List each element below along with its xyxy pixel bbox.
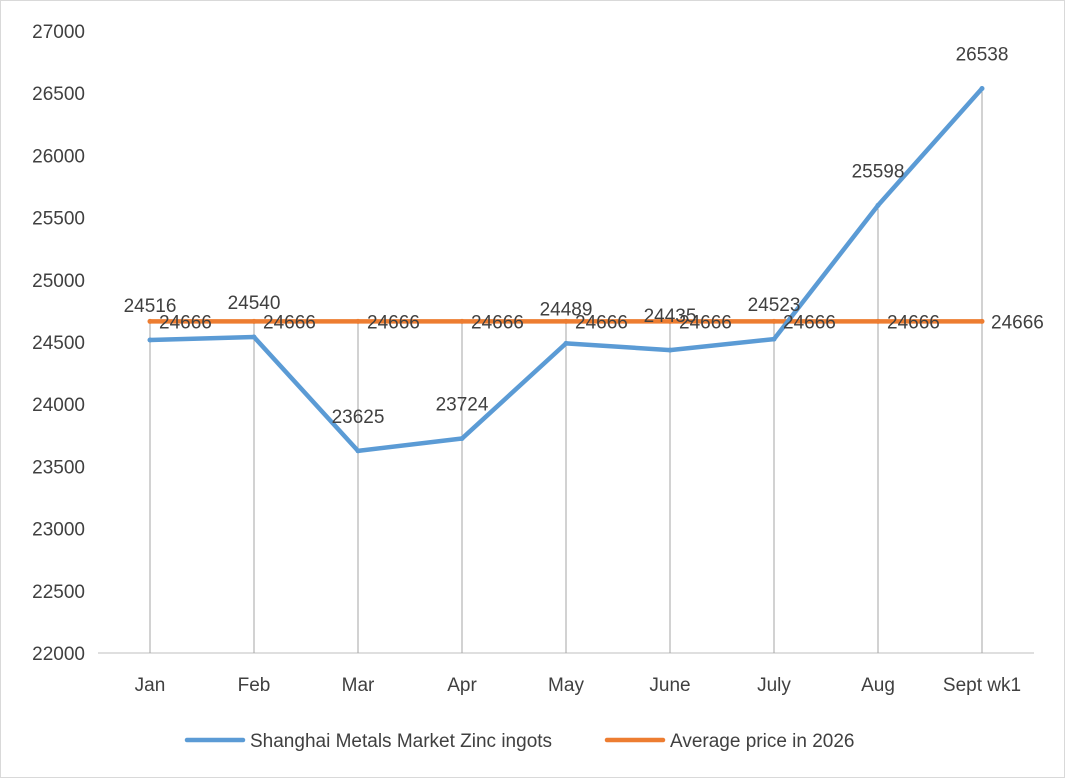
y-tick-label: 24000 <box>32 395 85 416</box>
data-point-zinc <box>875 202 881 208</box>
x-tick-label: Mar <box>342 675 375 696</box>
legend-item-average-label: Average price in 2026 <box>670 731 855 752</box>
y-tick-label: 27000 <box>32 22 85 43</box>
data-label-zinc: 23724 <box>436 395 489 416</box>
data-label-average: 24666 <box>367 312 420 333</box>
data-point-zinc <box>563 340 569 346</box>
y-tick-label: 22500 <box>32 582 85 603</box>
legend-item-zinc-label: Shanghai Metals Market Zinc ingots <box>250 731 552 752</box>
data-label-zinc: 24540 <box>228 293 281 314</box>
data-point-average <box>979 318 985 324</box>
data-label-average: 24666 <box>887 312 940 333</box>
y-tick-label: 23000 <box>32 520 85 541</box>
data-point-average <box>563 318 569 324</box>
data-point-average <box>355 318 361 324</box>
x-tick-label: June <box>649 675 690 696</box>
data-label-average: 24666 <box>783 312 836 333</box>
data-point-zinc <box>667 347 673 353</box>
y-tick-label: 25500 <box>32 209 85 230</box>
data-point-zinc <box>459 436 465 442</box>
data-label-zinc: 25598 <box>852 161 905 182</box>
data-label-average: 24666 <box>575 312 628 333</box>
data-point-average <box>667 318 673 324</box>
x-tick-label: July <box>757 675 791 696</box>
y-tick-label: 23500 <box>32 457 85 478</box>
data-label-zinc: 24523 <box>748 295 801 316</box>
y-tick-label: 24500 <box>32 333 85 354</box>
data-point-zinc <box>979 85 985 91</box>
data-point-average <box>459 318 465 324</box>
x-tick-label: Sept wk1 <box>943 675 1021 696</box>
data-label-average: 24666 <box>159 312 212 333</box>
x-tick-label: Apr <box>447 675 477 696</box>
data-label-average: 24666 <box>263 312 316 333</box>
y-tick-label: 22000 <box>32 644 85 665</box>
y-tick-label: 26000 <box>32 146 85 167</box>
y-tick-label: 25000 <box>32 271 85 292</box>
data-label-average: 24666 <box>991 312 1044 333</box>
x-tick-label: Jan <box>135 675 166 696</box>
data-point-zinc <box>355 448 361 454</box>
data-label-zinc: 26538 <box>956 44 1009 65</box>
data-point-average <box>147 318 153 324</box>
data-point-average <box>251 318 257 324</box>
x-tick-label: May <box>548 675 584 696</box>
data-point-zinc <box>147 337 153 343</box>
x-tick-label: Aug <box>861 675 895 696</box>
data-label-zinc: 24489 <box>540 299 593 320</box>
data-point-zinc <box>771 336 777 342</box>
data-point-average <box>875 318 881 324</box>
data-point-average <box>771 318 777 324</box>
x-tick-label: Feb <box>238 675 271 696</box>
data-point-zinc <box>251 334 257 340</box>
data-label-zinc: 23625 <box>332 407 385 428</box>
data-label-zinc: 24435 <box>644 306 697 327</box>
data-label-average: 24666 <box>679 312 732 333</box>
data-label-average: 24666 <box>471 312 524 333</box>
data-label-zinc: 24516 <box>124 296 177 317</box>
y-tick-label: 26500 <box>32 84 85 105</box>
